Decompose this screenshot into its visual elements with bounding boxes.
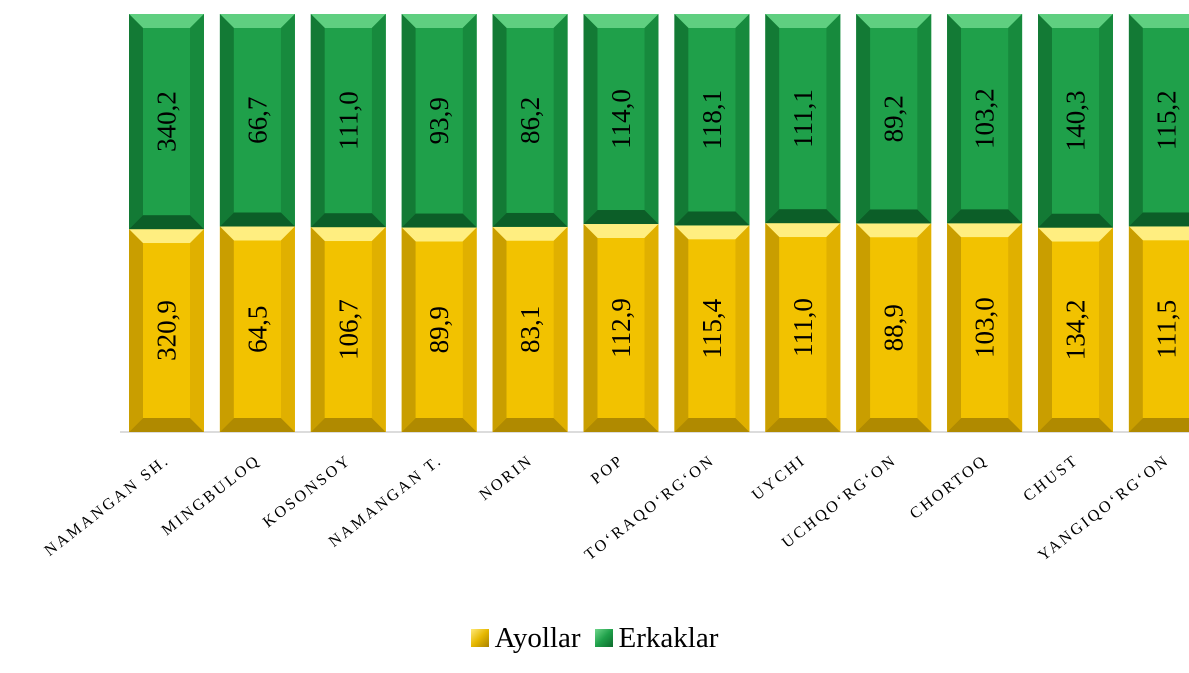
- bar-erkaklar-1: [219, 14, 295, 227]
- bar-ayollar-11: [1128, 226, 1189, 432]
- bar-ayollar-9: [947, 223, 1023, 432]
- data-label-erkaklar-4: 86,2: [515, 97, 545, 144]
- legend: Ayollar Erkaklar: [0, 618, 1189, 658]
- bar-ayollar-2: [310, 227, 386, 432]
- data-label-erkaklar-1: 66,7: [242, 97, 272, 144]
- legend-item-ayollar: Ayollar: [470, 621, 581, 655]
- category-label-10: CHUST: [1020, 452, 1082, 505]
- bar-ayollar-5: [583, 224, 659, 432]
- legend-item-erkaklar: Erkaklar: [594, 621, 719, 655]
- data-label-erkaklar-11: 115,2: [1151, 90, 1181, 150]
- bar-ayollar-10: [1038, 227, 1113, 432]
- bar-erkaklar-3: [401, 14, 477, 228]
- bar-ayollar-7: [765, 223, 841, 432]
- data-label-erkaklar-0: 340,2: [152, 91, 182, 152]
- bar-erkaklar-8: [856, 14, 932, 224]
- bar-erkaklar-9: [947, 14, 1023, 224]
- data-label-ayollar-6: 115,4: [697, 298, 727, 358]
- category-label-5: POP: [588, 452, 628, 488]
- data-label-ayollar-10: 134,2: [1061, 299, 1091, 360]
- data-label-erkaklar-9: 103,2: [970, 88, 1000, 149]
- category-label-1: MINGBULOQ: [159, 452, 264, 539]
- data-label-ayollar-11: 111,5: [1151, 300, 1181, 359]
- data-label-erkaklar-7: 111,1: [788, 89, 818, 148]
- bar-erkaklar-10: [1038, 14, 1113, 228]
- legend-swatch-ayollar: [470, 629, 489, 647]
- data-label-ayollar-5: 112,9: [606, 298, 636, 358]
- bar-erkaklar-4: [492, 14, 568, 227]
- category-label-7: UYCHI: [749, 452, 809, 504]
- bar-ayollar-0: [129, 229, 204, 432]
- data-label-ayollar-0: 320,9: [152, 300, 182, 361]
- bar-ayollar-3: [401, 227, 477, 432]
- data-label-erkaklar-8: 89,2: [879, 95, 909, 142]
- legend-label-erkaklar: Erkaklar: [618, 621, 719, 654]
- data-label-ayollar-2: 106,7: [333, 299, 363, 360]
- data-label-erkaklar-3: 93,9: [424, 97, 454, 144]
- bar-erkaklar-11: [1128, 14, 1189, 227]
- legend-label-ayollar: Ayollar: [494, 621, 581, 654]
- bar-erkaklar-5: [583, 14, 659, 225]
- category-label-4: NORIN: [476, 452, 536, 504]
- bar-ayollar-8: [856, 223, 932, 432]
- category-label-0: NAMANGAN SH.: [41, 452, 172, 560]
- category-label-9: CHORTOQ: [907, 452, 991, 523]
- data-label-ayollar-7: 111,0: [788, 298, 818, 357]
- data-label-erkaklar-5: 114,0: [606, 89, 636, 149]
- bar-erkaklar-7: [765, 14, 841, 224]
- bar-erkaklar-6: [674, 14, 750, 226]
- data-label-ayollar-1: 64,5: [242, 306, 272, 353]
- bar-erkaklar-2: [310, 14, 386, 228]
- category-label-2: KOSONSOY: [260, 452, 355, 531]
- bar-ayollar-1: [219, 226, 295, 432]
- data-label-erkaklar-2: 111,0: [333, 91, 363, 150]
- data-label-erkaklar-6: 118,1: [697, 90, 727, 150]
- bar-erkaklar-0: [129, 14, 204, 230]
- bar-ayollar-4: [492, 226, 568, 432]
- data-label-ayollar-3: 89,9: [424, 306, 454, 353]
- legend-swatch-erkaklar: [594, 629, 613, 647]
- data-label-erkaklar-10: 140,3: [1061, 90, 1091, 151]
- data-label-ayollar-9: 103,0: [970, 297, 1000, 358]
- bar-ayollar-6: [674, 225, 750, 432]
- data-label-ayollar-8: 88,9: [879, 304, 909, 351]
- data-label-ayollar-4: 83,1: [515, 306, 545, 353]
